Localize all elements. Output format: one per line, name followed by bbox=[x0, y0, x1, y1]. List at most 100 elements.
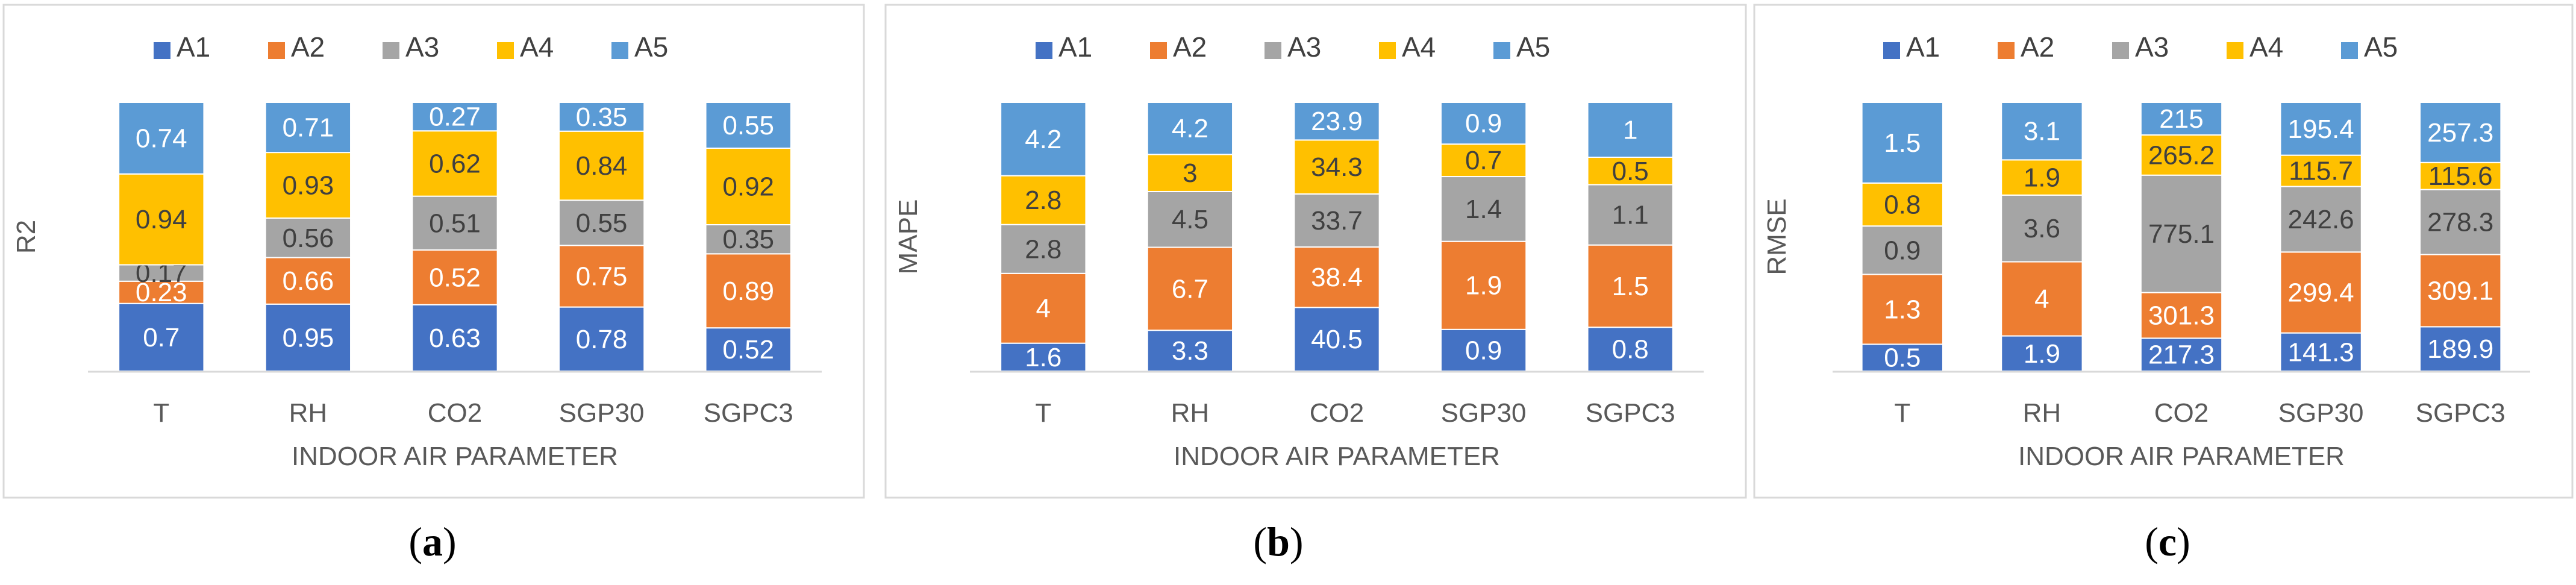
bar-stack-sgpc3: 0.52 0.89 0.35 0.92 0.55 bbox=[705, 102, 792, 372]
data-label-a1-rh: 3.3 bbox=[1172, 336, 1208, 366]
bar-segment-a4-sgp30 bbox=[2280, 154, 2362, 187]
bar-segment-a1-co2 bbox=[1293, 307, 1380, 372]
data-label-a2-rh: 0.66 bbox=[283, 266, 334, 296]
x-axis-title: INDOOR AIR PARAMETER bbox=[292, 442, 618, 471]
data-label-a1-t: 0.7 bbox=[143, 323, 180, 352]
data-label-a2-sgp30: 0.75 bbox=[576, 261, 628, 291]
data-label-a4-co2: 0.62 bbox=[429, 149, 481, 178]
data-label-a2-co2: 301.3 bbox=[2148, 301, 2215, 330]
bar-segment-a5-rh bbox=[264, 102, 352, 154]
bar-segment-a5-sgp30 bbox=[1440, 102, 1527, 145]
data-label-a5-t: 1.5 bbox=[1884, 128, 1921, 158]
legend-label-a2: A2 bbox=[291, 31, 325, 63]
data-label-a1-sgp30: 141.3 bbox=[2288, 337, 2354, 367]
bar-segment-a4-rh bbox=[1146, 154, 1234, 192]
bar-segment-a4-sgpc3 bbox=[2419, 161, 2502, 190]
x-tick-label-sgpc3: SGPC3 bbox=[2416, 398, 2506, 428]
data-label-a3-t: 0.9 bbox=[1884, 236, 1921, 265]
bar-segment-a5-rh bbox=[1146, 102, 1234, 155]
data-label-a2-rh: 6.7 bbox=[1172, 274, 1208, 304]
legend-swatch-a2 bbox=[268, 42, 285, 59]
data-label-a3-sgpc3: 0.35 bbox=[722, 225, 774, 254]
data-label-a5-co2: 215 bbox=[2159, 104, 2203, 134]
data-label-a4-sgp30: 115.7 bbox=[2289, 157, 2353, 186]
bar-stack-co2: 0.63 0.52 0.51 0.62 0.27 bbox=[411, 102, 498, 372]
data-label-a4-sgpc3: 0.5 bbox=[1612, 157, 1649, 186]
bar-segment-a3-co2 bbox=[1293, 193, 1380, 248]
x-tick-label-sgp30: SGP30 bbox=[2278, 398, 2364, 428]
legend-swatch-a1 bbox=[1036, 42, 1052, 59]
legend-swatch-a2 bbox=[1150, 42, 1167, 59]
bar-segment-a5-co2 bbox=[2140, 102, 2223, 136]
data-label-a5-rh: 3.1 bbox=[2024, 117, 2060, 146]
data-label-a4-sgp30: 0.7 bbox=[1465, 146, 1502, 175]
legend-label-a4: A4 bbox=[1402, 31, 1436, 63]
bar-segment-a3-sgp30 bbox=[558, 199, 645, 246]
data-label-a1-t: 1.6 bbox=[1025, 343, 1061, 372]
legend-label-a3: A3 bbox=[1287, 31, 1321, 63]
bar-segment-a2-t bbox=[1000, 272, 1087, 344]
data-label-a4-t: 0.94 bbox=[136, 205, 187, 234]
bar-stack-sgp30: 141.3 299.4 242.6 115.7 195.4 bbox=[2280, 102, 2362, 372]
bar-segment-a2-sgpc3 bbox=[705, 253, 792, 329]
bar-segment-a3-sgpc3 bbox=[1587, 184, 1674, 246]
legend-swatch-a3 bbox=[1265, 42, 1281, 59]
data-label-a5-t: 0.74 bbox=[136, 124, 187, 153]
bar-segment-a5-sgp30 bbox=[2280, 102, 2362, 156]
bar-segment-a4-co2 bbox=[1293, 139, 1380, 195]
bar-stack-t: 0.5 1.3 0.9 0.8 1.5 bbox=[1861, 102, 1943, 373]
bar-segment-a1-t bbox=[118, 302, 205, 372]
bar-segment-a3-rh bbox=[2001, 194, 2083, 263]
bar-segment-a4-sgp30 bbox=[558, 130, 645, 201]
data-label-a1-sgp30: 0.78 bbox=[576, 325, 628, 354]
legend-label-a1: A1 bbox=[177, 31, 210, 63]
x-axis-title: INDOOR AIR PARAMETER bbox=[2018, 442, 2345, 471]
data-label-a5-rh: 0.71 bbox=[283, 113, 334, 143]
panel-caption: (c) bbox=[2145, 519, 2190, 565]
bar-segment-a2-t bbox=[1861, 274, 1943, 345]
data-label-a5-sgp30: 0.9 bbox=[1465, 109, 1502, 139]
bar-segment-a1-co2 bbox=[2140, 337, 2223, 372]
bar-segment-a1-sgpc3 bbox=[705, 327, 792, 372]
bar-stack-co2: 40.5 38.4 33.7 34.3 23.9 bbox=[1293, 102, 1380, 372]
x-tick-label-sgp30: SGP30 bbox=[559, 398, 645, 428]
data-label-a4-t: 2.8 bbox=[1025, 186, 1061, 215]
bar-segment-a4-sgpc3 bbox=[705, 147, 792, 225]
bar-segment-a5-sgpc3 bbox=[1587, 102, 1674, 158]
data-label-a2-t: 0.23 bbox=[136, 278, 187, 307]
bar-segment-a3-sgpc3 bbox=[705, 224, 792, 255]
bar-segment-a5-co2 bbox=[1293, 102, 1380, 141]
data-label-a1-sgpc3: 189.9 bbox=[2427, 334, 2493, 364]
data-label-a3-t: 2.8 bbox=[1025, 234, 1061, 264]
bar-segment-a4-sgp30 bbox=[1440, 143, 1527, 178]
data-label-a4-co2: 34.3 bbox=[1311, 152, 1363, 182]
bar-segment-a5-rh bbox=[2001, 102, 2083, 161]
bar-segment-a3-co2 bbox=[411, 195, 498, 251]
bar-segment-a4-t bbox=[1000, 175, 1087, 225]
legend: A1 A2 A3 A4 A5 bbox=[1036, 31, 1550, 63]
chart-panel-b: A1 A2 A3 A4 A5MAPE1.642.82.84.2T3.36.74.534.… bbox=[884, 4, 1747, 565]
data-label-a3-rh: 0.56 bbox=[283, 224, 334, 253]
data-label-a3-co2: 0.51 bbox=[429, 208, 481, 238]
x-tick-label-rh: RH bbox=[289, 398, 328, 428]
x-tick-label-t: T bbox=[1035, 398, 1051, 428]
data-label-a5-co2: 0.27 bbox=[429, 102, 481, 132]
data-label-a2-sgpc3: 309.1 bbox=[2427, 276, 2493, 305]
bar-segment-a5-t bbox=[118, 102, 205, 175]
data-label-a5-sgp30: 195.4 bbox=[2288, 114, 2354, 144]
data-label-a2-sgpc3: 1.5 bbox=[1612, 272, 1649, 301]
bar-stack-rh: 0.95 0.66 0.56 0.93 0.71 bbox=[264, 102, 352, 372]
bar-segment-a2-co2 bbox=[2140, 292, 2223, 339]
data-label-a4-sgpc3: 0.92 bbox=[722, 172, 774, 201]
legend-label-a5: A5 bbox=[634, 31, 668, 63]
data-label-a1-rh: 1.9 bbox=[2024, 339, 2060, 369]
bar-segment-a4-rh bbox=[264, 152, 352, 219]
data-label-a3-sgpc3: 278.3 bbox=[2427, 208, 2493, 237]
bar-segment-a1-sgp30 bbox=[2280, 332, 2362, 372]
bar-segment-a2-co2 bbox=[1293, 246, 1380, 308]
bar-segment-a2-t bbox=[118, 280, 205, 304]
legend-label-a1: A1 bbox=[1906, 31, 1940, 63]
data-label-a5-sgpc3: 0.55 bbox=[722, 111, 774, 140]
data-label-a5-rh: 4.2 bbox=[1172, 114, 1208, 143]
